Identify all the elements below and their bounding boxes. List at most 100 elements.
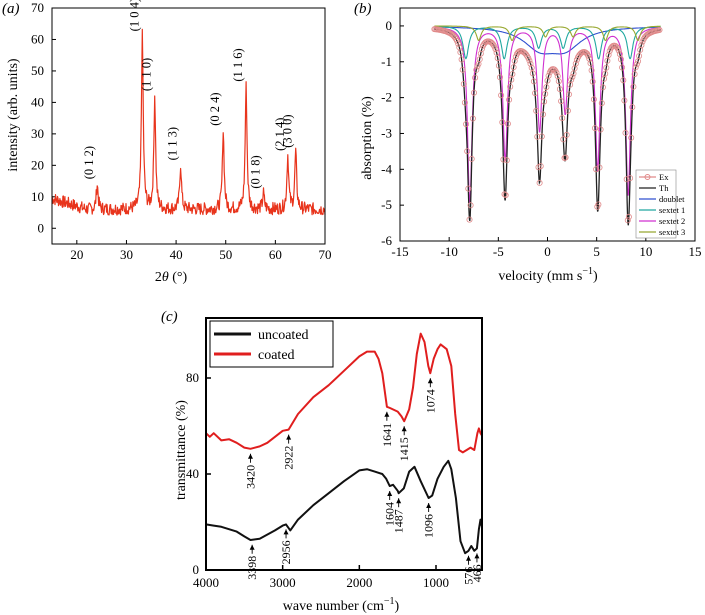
- panel-b-ex-point: [540, 111, 547, 118]
- panel-a-peak-label: (1 0 4): [127, 0, 141, 31]
- panel-c-annotation-label: 2922: [282, 446, 296, 470]
- panel-b-sextet-3-curve: [434, 25, 661, 42]
- panel-b-ex-point: [492, 46, 499, 53]
- panel-a-xlabel-theta: θ: [162, 270, 169, 285]
- panel-c-annotation-arrowhead: [387, 491, 393, 496]
- panel-b-ex-point: [603, 64, 610, 71]
- panel-c-annotation-arrowhead: [396, 498, 402, 504]
- panel-b-ex-point: [506, 96, 513, 103]
- panel-c-annotation-label: 1074: [423, 389, 437, 413]
- panel-b-ex-point: [569, 73, 576, 80]
- panel-c-coated-line: [205, 332, 483, 454]
- panel-a-label: (a): [2, 1, 20, 17]
- panel-b-ex-point: [459, 66, 466, 73]
- panel-c-annotation-label: 1415: [397, 437, 411, 461]
- panel-a-ytick-label: 40: [31, 94, 44, 109]
- panel-a-peak-label: (1 1 6): [231, 48, 245, 81]
- panel-b-ex-point: [473, 66, 480, 73]
- panel-b-ex-point: [573, 56, 580, 63]
- panel-b: (b) absorption (%) velocity (mm s−1) -15…: [354, 1, 702, 284]
- panel-c-annotation-arrowhead: [283, 529, 289, 535]
- panel-b-xtick-label: -15: [391, 244, 408, 259]
- panel-b-ex-point: [500, 156, 507, 163]
- panel-b-ex-point: [468, 155, 475, 162]
- panel-b-xtick-label: 0: [544, 244, 551, 259]
- panel-b-ex-point: [472, 74, 479, 81]
- panel-b-ex-point: [636, 53, 643, 60]
- panel-b-legend-label: Ex: [659, 172, 669, 182]
- panel-c-xlabel: wave number (cm−1): [283, 596, 400, 614]
- panel-b-ex-point: [494, 55, 501, 62]
- panel-b-ex-point: [560, 136, 567, 143]
- panel-b-ex-point: [628, 134, 635, 141]
- panel-b-ex-point: [585, 52, 592, 59]
- panel-b-ex-point: [496, 74, 503, 81]
- panel-b-ex-point: [511, 58, 518, 65]
- panel-b-ex-point: [566, 91, 573, 98]
- panel-c-annotation-arrowhead: [247, 453, 253, 459]
- panel-b-ex-point: [629, 104, 636, 111]
- panel-b-ex-point: [501, 191, 508, 198]
- panel-a-peak-label: (3 0 0): [281, 114, 295, 147]
- panel-a-ytick-label: 60: [31, 31, 44, 46]
- panel-b-ex-point: [602, 70, 609, 77]
- panel-b-legend-box: [635, 169, 677, 239]
- panel-c-annotation-arrowhead: [427, 378, 433, 384]
- panel-b-ex-point: [536, 179, 543, 186]
- panel-b-ex-point: [619, 64, 626, 71]
- panel-b-ex-point: [615, 47, 622, 54]
- panel-a-peak-label: (0 2 4): [208, 92, 222, 125]
- panel-b-ex-point: [537, 163, 544, 170]
- panel-b-ex-point: [592, 125, 599, 132]
- panel-b-ex-point: [460, 81, 467, 88]
- panel-a-xtick-label: 20: [70, 247, 83, 262]
- panel-a-xlabel-pre: 2: [155, 270, 162, 285]
- panel-b-xlabel-main: velocity (mm s: [498, 269, 582, 284]
- panel-b-ex-point: [498, 92, 505, 99]
- panel-b-ex-point: [630, 83, 637, 90]
- panel-b-ex-point: [588, 67, 595, 74]
- panel-c-annotation-label: 1604: [383, 502, 397, 526]
- panel-b-ex-point: [466, 216, 473, 223]
- panel-b-legend-label: sextet 2: [659, 216, 685, 226]
- panel-b-ex-point: [503, 157, 510, 164]
- panel-b-ex-point: [623, 176, 630, 183]
- panel-b-ex-point: [534, 133, 541, 140]
- panel-b-ex-point: [589, 78, 596, 85]
- panel-b-ex-point: [625, 213, 632, 220]
- panel-c-annotation-label: 3398: [245, 556, 259, 580]
- panel-b-ex-point: [621, 97, 628, 104]
- panel-b-ex-point: [622, 129, 629, 136]
- panel-c-annotation-arrowhead: [474, 553, 480, 559]
- panel-c-annotation-arrowhead: [384, 411, 390, 417]
- panel-b-ytick-label: -2: [381, 90, 392, 105]
- panel-c-annotation-arrowhead: [249, 544, 255, 550]
- panel-b-th-curve: [434, 28, 661, 226]
- panel-b-ex-point: [509, 71, 516, 78]
- panel-b-ex-point: [604, 57, 611, 64]
- panel-b-ex-point: [532, 90, 539, 97]
- panel-c-frame: [205, 317, 483, 571]
- panel-c: (c) transmittance (%) wave number (cm−1)…: [161, 309, 484, 614]
- panel-b-ex-point: [587, 60, 594, 67]
- panel-c-annotation-arrowhead: [401, 426, 407, 432]
- panel-a-ytick-label: 0: [38, 220, 45, 235]
- panel-c-ytick-label: 0: [193, 562, 200, 577]
- panel-b-ex-point: [463, 121, 470, 128]
- panel-c-xtick-label: 3000: [270, 575, 296, 590]
- panel-b-ex-point: [558, 98, 565, 105]
- panel-b-ex-point: [563, 131, 570, 138]
- panel-a-ytick-label: 30: [31, 126, 44, 141]
- panel-b-ex-point: [469, 115, 476, 122]
- panel-a-ylabel: intensity (arb. units): [6, 58, 21, 171]
- panel-c-xtick-label: 2000: [346, 575, 372, 590]
- panel-c-annotation-label: 2956: [279, 540, 293, 564]
- panel-c-annotation-arrowhead: [426, 503, 432, 508]
- panel-b-ex-point: [458, 56, 465, 63]
- panel-a-ytick-label: 20: [31, 157, 44, 172]
- panel-b-ytick-label: -5: [381, 197, 392, 212]
- panel-c-annotation-arrowhead: [466, 555, 472, 561]
- panel-c-xlabel-sup: −1: [384, 596, 395, 607]
